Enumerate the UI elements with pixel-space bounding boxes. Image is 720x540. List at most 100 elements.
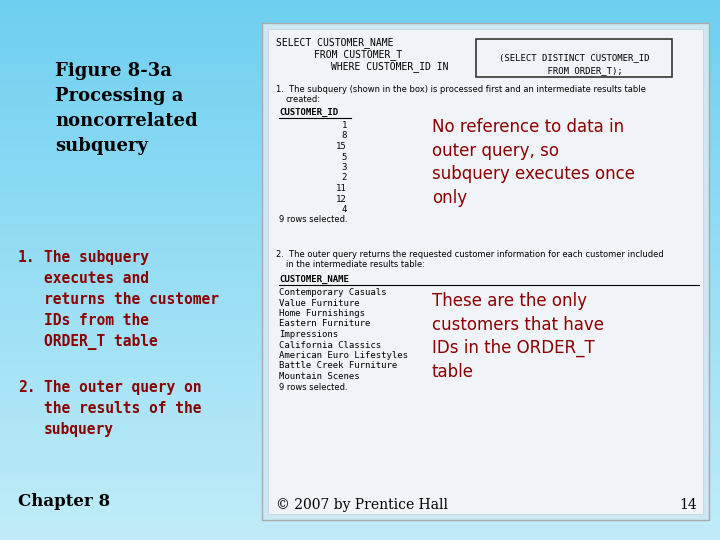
Bar [0, 218, 720, 219]
Bar [0, 377, 720, 378]
Bar [0, 270, 720, 271]
Bar [0, 184, 720, 185]
Bar [0, 84, 720, 85]
Bar [0, 137, 720, 138]
Bar [0, 269, 720, 270]
Bar [0, 249, 720, 250]
Bar [0, 290, 720, 291]
Bar [0, 75, 720, 76]
Bar [0, 205, 720, 206]
Bar [0, 171, 720, 172]
Bar [0, 342, 720, 343]
Bar [0, 333, 720, 334]
Bar [0, 45, 720, 46]
Bar [0, 322, 720, 323]
Bar [0, 31, 720, 32]
Bar [0, 309, 720, 310]
Bar [0, 366, 720, 367]
Bar [0, 279, 720, 280]
Bar [0, 149, 720, 150]
Bar [0, 88, 720, 89]
Bar [0, 204, 720, 205]
Bar [0, 176, 720, 177]
Bar [0, 459, 720, 460]
Bar [0, 92, 720, 93]
Bar [0, 8, 720, 9]
Bar [0, 328, 720, 329]
Bar [0, 397, 720, 398]
Bar [0, 454, 720, 455]
Bar [0, 452, 720, 453]
Text: 1: 1 [341, 121, 347, 130]
Bar [0, 40, 720, 41]
Bar [0, 153, 720, 154]
Bar [0, 27, 720, 28]
Bar [0, 53, 720, 54]
Bar [0, 319, 720, 320]
Bar [0, 29, 720, 30]
Bar [0, 364, 720, 365]
Text: CUSTOMER_NAME: CUSTOMER_NAME [279, 275, 349, 284]
Text: in the intermediate results table:: in the intermediate results table: [286, 260, 425, 269]
Bar [0, 402, 720, 403]
Bar [0, 104, 720, 105]
Bar [0, 410, 720, 411]
Bar [0, 126, 720, 127]
Text: FROM ORDER_T);: FROM ORDER_T); [526, 66, 622, 75]
Bar [0, 301, 720, 302]
Text: These are the only
customers that have
IDs in the ORDER_T
table: These are the only customers that have I… [432, 292, 604, 381]
Bar [0, 291, 720, 292]
Bar [0, 256, 720, 257]
Bar [262, 23, 709, 520]
Bar [0, 203, 720, 204]
Bar [0, 6, 720, 7]
Bar [0, 132, 720, 133]
Bar [0, 276, 720, 277]
Bar [0, 57, 720, 58]
Text: Home Furnishings: Home Furnishings [279, 309, 365, 318]
Bar [0, 518, 720, 519]
Bar [0, 43, 720, 44]
Bar [0, 404, 720, 405]
Bar [0, 513, 720, 514]
Bar [0, 292, 720, 293]
Bar [0, 418, 720, 419]
Bar [0, 467, 720, 468]
Bar [0, 110, 720, 111]
Bar [0, 299, 720, 300]
Bar [0, 51, 720, 52]
Bar [0, 352, 720, 353]
Bar [0, 485, 720, 486]
Text: Chapter 8: Chapter 8 [18, 494, 110, 510]
Bar [0, 536, 720, 537]
Bar [0, 103, 720, 104]
Bar [0, 298, 720, 299]
Bar [0, 71, 720, 72]
Bar [0, 243, 720, 244]
Bar [0, 516, 720, 517]
Bar [0, 246, 720, 247]
Bar [0, 11, 720, 12]
Bar [0, 254, 720, 255]
Bar [0, 90, 720, 91]
Bar [0, 530, 720, 531]
Bar [0, 409, 720, 410]
Bar [0, 356, 720, 357]
Bar [0, 442, 720, 443]
Bar [0, 508, 720, 509]
Text: The outer query on
the results of the
subquery: The outer query on the results of the su… [44, 380, 202, 437]
Bar [0, 277, 720, 278]
Bar [0, 295, 720, 296]
Bar [0, 297, 720, 298]
Bar [0, 206, 720, 207]
Bar [0, 425, 720, 426]
Bar [0, 387, 720, 388]
Bar [0, 111, 720, 112]
Bar [0, 446, 720, 447]
Bar [0, 496, 720, 497]
Bar [0, 147, 720, 148]
Bar [0, 489, 720, 490]
Bar [0, 417, 720, 418]
Bar [0, 129, 720, 130]
Bar [0, 331, 720, 332]
